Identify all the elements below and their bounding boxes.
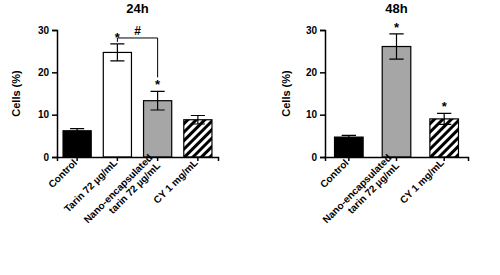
y-tick-label: 10 <box>306 109 318 120</box>
x-tick-mark <box>197 157 199 161</box>
error-bar <box>342 135 356 138</box>
plot-area <box>63 44 212 157</box>
y-axis: 0 10 20 30 <box>38 25 58 163</box>
y-tick: 30 <box>306 25 325 36</box>
y-tick-mark <box>52 114 57 116</box>
x-tick-label-line: tarin 72 µg/mL <box>106 160 162 216</box>
y-tick-mark <box>52 72 57 74</box>
x-tick: CY 1 mg/mL <box>398 157 447 206</box>
significance: * <box>155 77 161 92</box>
x-tick-label: Control <box>46 157 79 190</box>
y-tick-label: 30 <box>306 25 318 36</box>
bar <box>335 137 364 157</box>
x-tick-label: CY 1 mg/mL <box>398 157 447 206</box>
x-tick-mark <box>443 157 445 161</box>
y-tick-mark <box>320 72 325 74</box>
x-tick-label-line: Nano-encapsulated <box>320 152 393 225</box>
y-tick-label: 20 <box>306 67 318 78</box>
error-bar <box>389 34 403 59</box>
error-bar <box>70 129 84 133</box>
y-tick-label: 10 <box>38 109 50 120</box>
significance: * <box>394 20 400 35</box>
x-tick-mark <box>396 157 398 161</box>
y-tick-mark <box>52 157 57 159</box>
y-tick: 10 <box>306 109 325 120</box>
y-axis-line <box>52 31 58 158</box>
comparison-label: # <box>134 24 141 38</box>
figure: 24h Cells (%) 0 10 20 30 ControlTarin 72 µg/mL… <box>0 0 500 275</box>
x-tick-label-line: Nano-encapsulated <box>82 152 155 225</box>
x-tick: Nano-encapsulatedtarin 72 µg/mL <box>82 152 163 233</box>
x-tick-label: CY 1 mg/mL <box>151 157 200 206</box>
x-tick-label: Control <box>318 157 351 190</box>
y-tick: 0 <box>43 152 57 163</box>
bar <box>382 47 411 157</box>
x-tick: Nano-encapsulatedtarin 72 µg/mL <box>320 152 401 233</box>
y-tick: 10 <box>38 109 57 120</box>
x-tick-label: Nano-encapsulatedtarin 72 µg/mL <box>320 152 401 233</box>
y-tick: 20 <box>38 67 57 78</box>
plot-area <box>335 34 459 157</box>
y-tick: 20 <box>306 67 325 78</box>
x-tick-mark <box>76 157 78 161</box>
y-tick-mark <box>52 30 57 32</box>
title: 24h <box>126 1 148 16</box>
x-tick: Control <box>318 157 351 190</box>
x-axis: ControlNano-encapsulatedtarin 72 µg/mLCY… <box>318 152 469 233</box>
bar <box>184 120 212 157</box>
x-tick: Control <box>46 157 79 190</box>
y-axis-title: Cells (%) <box>10 70 22 117</box>
y-tick-mark <box>320 157 325 159</box>
error-bar <box>191 116 205 124</box>
y-tick-mark <box>320 30 325 32</box>
y-tick-label: 0 <box>311 152 317 163</box>
comparison-bracket <box>117 38 157 77</box>
y-tick-label: 20 <box>38 67 50 78</box>
y-tick-label: 30 <box>38 25 50 36</box>
y-axis-line <box>320 31 326 158</box>
y-tick-label: 0 <box>43 152 49 163</box>
bar <box>103 52 131 157</box>
x-tick-mark <box>117 157 119 161</box>
error-bar <box>110 44 124 61</box>
x-tick-label-line: tarin 72 µg/mL <box>345 160 401 216</box>
x-tick-mark <box>157 157 159 161</box>
y-tick: 0 <box>311 152 325 163</box>
chart: 24h Cells (%) 0 10 20 30 ControlTarin 72 µg/mL… <box>10 1 219 233</box>
title: 48h <box>385 1 407 16</box>
bar <box>63 131 91 157</box>
x-tick-label: Nano-encapsulatedtarin 72 µg/mL <box>82 152 163 233</box>
y-axis-title: Cells (%) <box>280 70 292 117</box>
error-bar <box>437 113 451 124</box>
x-axis-line <box>326 158 469 162</box>
y-tick-mark <box>320 114 325 116</box>
x-tick: CY 1 mg/mL <box>151 157 200 206</box>
chart: 48h Cells (%) 0 10 20 30 ControlNano-encapsula… <box>280 1 469 233</box>
x-tick-mark <box>348 157 350 161</box>
y-tick: 30 <box>38 25 57 36</box>
x-axis: ControlTarin 72 µg/mLNano-encapsulatedta… <box>46 152 218 233</box>
y-axis: 0 10 20 30 <box>306 25 326 163</box>
error-bar <box>151 91 165 110</box>
significance: * <box>442 99 448 114</box>
